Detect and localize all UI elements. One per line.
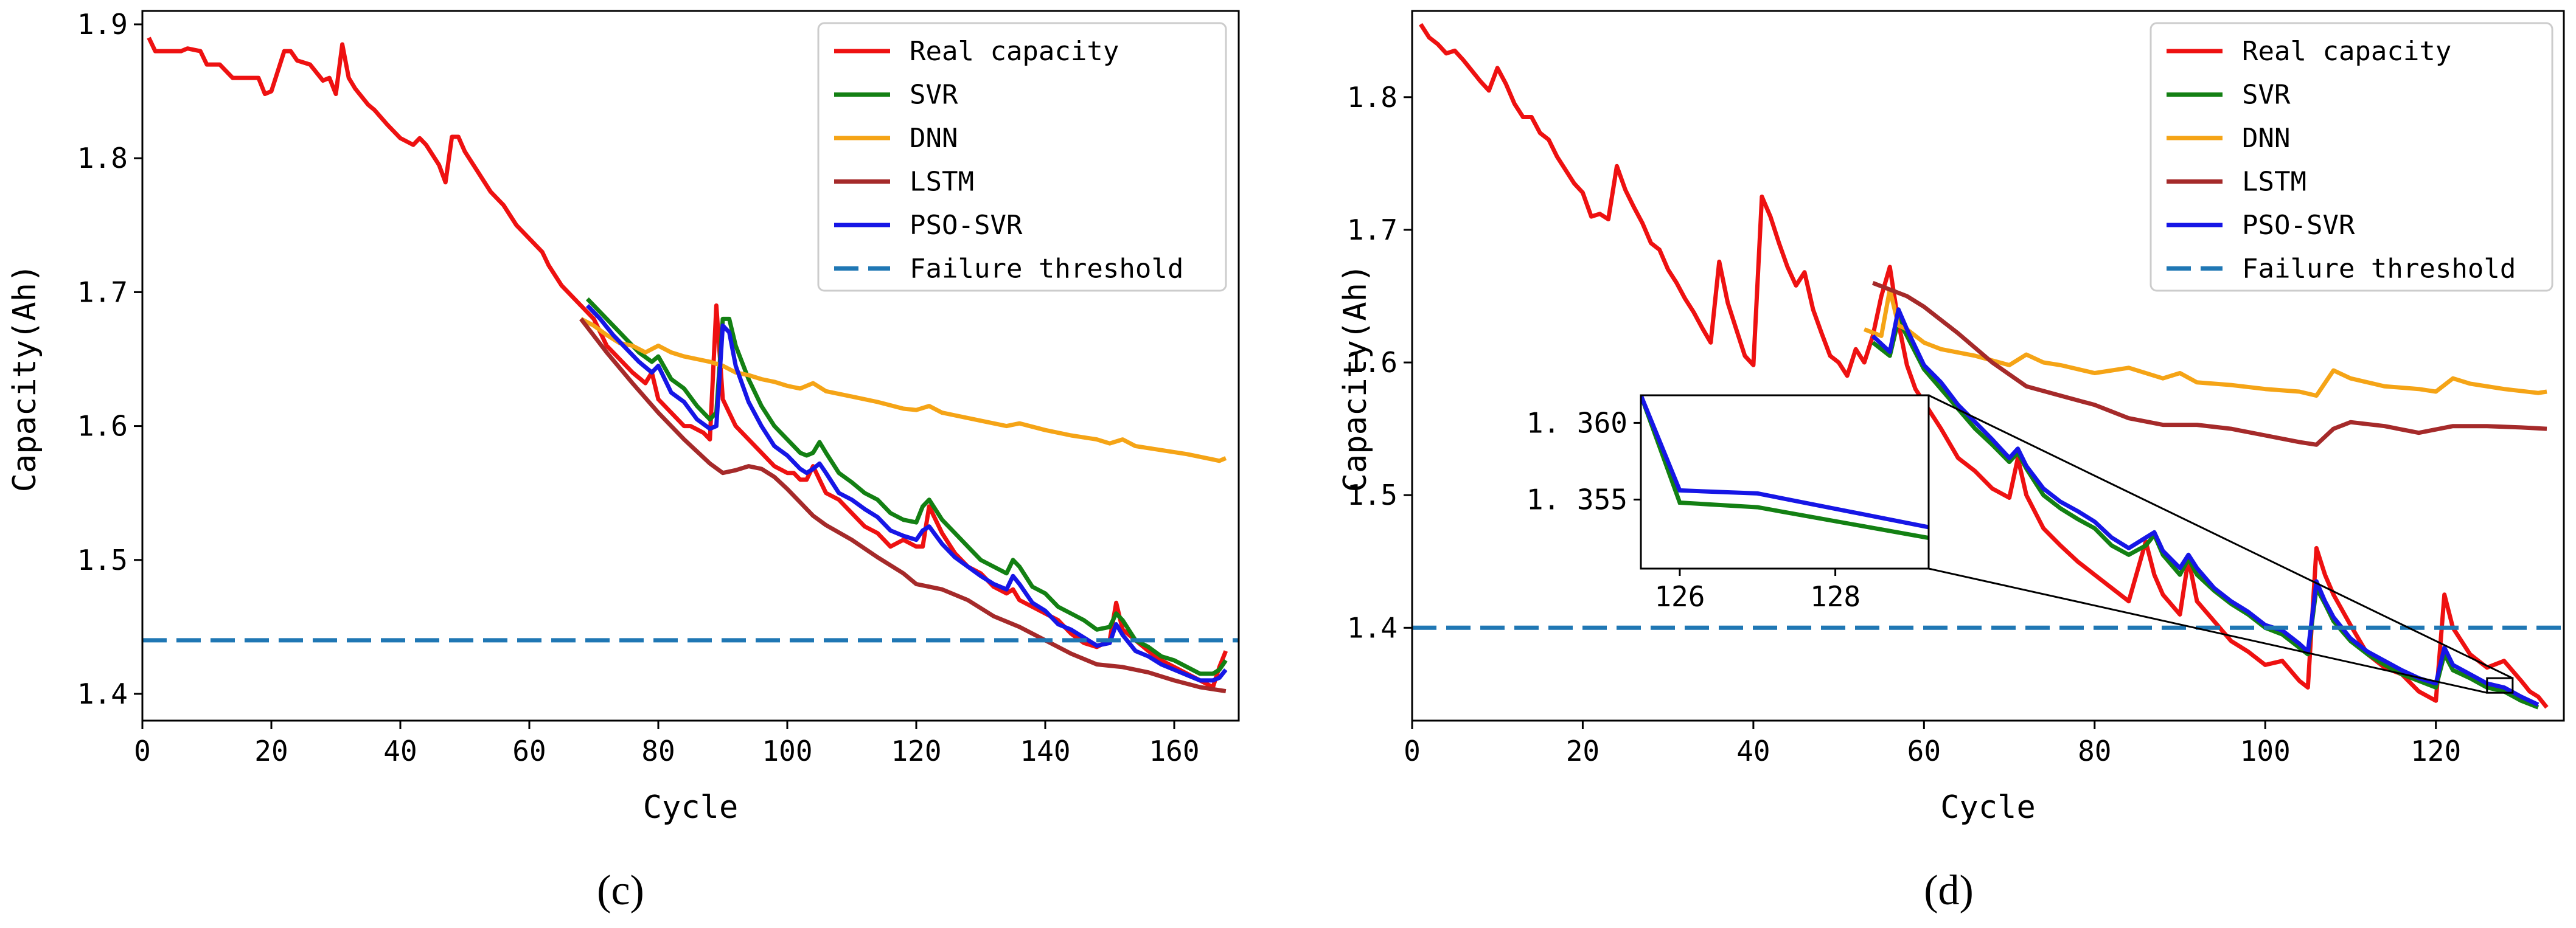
x-tick-label: 0 xyxy=(1404,735,1421,767)
panel-label: (c) xyxy=(597,867,644,914)
x-tick-label: 40 xyxy=(1736,735,1770,767)
y-tick-label: 1.4 xyxy=(77,677,128,710)
chart-panel-d: 0 20 40 60 80 100 120 1.4 1.5 1.6 1.7 1.8 Cycle Capac… xyxy=(1337,10,2565,914)
inset-y-tick-label: 1. 355 xyxy=(1526,483,1627,516)
inset-x-tick-label: 128 xyxy=(1810,580,1861,613)
series-line-dnn xyxy=(580,317,1227,463)
legend: Real capacity SVR DNN LSTM PSO-SVR Failure th… xyxy=(817,22,1227,292)
plot-area xyxy=(1412,23,2564,710)
legend-label-failure-threshold: Failure threshold xyxy=(2242,254,2516,285)
y-tick-label: 1.7 xyxy=(1347,213,1398,246)
legend-label-pso-svr: PSO-SVR xyxy=(910,210,1023,241)
x-tick-label: 20 xyxy=(254,735,288,767)
series-line-real-capacity xyxy=(147,36,1228,690)
x-tick-label: 100 xyxy=(2240,735,2291,767)
series-line-pso-svr xyxy=(1871,307,2539,707)
inset-frame xyxy=(1640,394,1930,570)
x-tick-label: 120 xyxy=(2411,735,2461,767)
series-line-lstm xyxy=(1871,280,2547,447)
series-line-real-capacity xyxy=(1419,23,2549,709)
series-line-svr xyxy=(1871,317,2539,710)
chart-panel-c: 0 20 40 60 80 100 120 140 160 1.4 1.5 1.6 1.7 1.8 1.9 C… xyxy=(7,8,1240,914)
panel-label: (d) xyxy=(1924,867,1974,914)
series-line-dnn xyxy=(1863,287,2547,398)
x-axis-label: Cycle xyxy=(643,789,739,826)
y-tick-label: 1.8 xyxy=(1347,81,1398,114)
inset-series-line-pso-svr xyxy=(1641,395,1929,530)
zoom-indicator-box xyxy=(2486,677,2514,694)
series-line-svr xyxy=(585,297,1228,676)
x-tick-label: 0 xyxy=(134,735,151,767)
y-tick-label: 1.8 xyxy=(77,142,128,175)
inset-background xyxy=(1641,395,1929,569)
legend-label-dnn: DNN xyxy=(910,123,958,154)
legend-label-svr: SVR xyxy=(910,80,958,111)
legend-label-lstm: LSTM xyxy=(2242,167,2306,198)
x-tick-label: 80 xyxy=(641,735,675,767)
x-tick-label: 60 xyxy=(512,735,546,767)
x-tick-label: 20 xyxy=(1566,735,1600,767)
axes-frame xyxy=(1411,10,2565,722)
x-tick-label: 40 xyxy=(383,735,417,767)
series-line-pso-svr xyxy=(585,303,1228,683)
legend-label-lstm: LSTM xyxy=(910,167,974,198)
x-tick-label: 140 xyxy=(1020,735,1070,767)
series-line-lstm xyxy=(579,317,1227,694)
y-tick-label: 1.5 xyxy=(77,544,128,577)
legend-label-svr: SVR xyxy=(2242,80,2291,111)
legend-label-pso-svr: PSO-SVR xyxy=(2242,210,2355,241)
y-axis-label: Capacity(Ah) xyxy=(7,264,43,493)
y-tick-label: 1.5 xyxy=(1347,479,1398,511)
zoom-connector-line xyxy=(1928,394,2513,679)
x-axis-label: Cycle xyxy=(1940,789,2036,826)
x-tick-label: 60 xyxy=(1907,735,1941,767)
x-tick-label: 80 xyxy=(2078,735,2111,767)
y-tick-label: 1.6 xyxy=(1347,346,1398,379)
plot-area xyxy=(142,36,1239,694)
inset-axes: 126 128 1. 355 1. 360 xyxy=(1526,394,1930,613)
inset-x-tick-label: 126 xyxy=(1654,580,1705,613)
legend-label-failure-threshold: Failure threshold xyxy=(910,254,1183,285)
legend-label-real-capacity: Real capacity xyxy=(2242,36,2451,67)
inset-y-tick-label: 1. 360 xyxy=(1526,406,1627,439)
x-tick-label: 160 xyxy=(1149,735,1199,767)
x-tick-label: 100 xyxy=(762,735,812,767)
y-tick-label: 1.6 xyxy=(77,410,128,443)
axes-frame xyxy=(141,10,1240,722)
legend-box xyxy=(2150,22,2553,292)
legend-label-real-capacity: Real capacity xyxy=(910,36,1119,67)
inset-series-line-svr xyxy=(1641,395,1929,541)
inset-plot-area xyxy=(1641,395,1929,541)
y-tick-label: 1.7 xyxy=(77,275,128,308)
y-axis-label: Capacity(Ah) xyxy=(1337,264,1374,493)
y-tick-label: 1.9 xyxy=(77,8,128,41)
x-tick-label: 120 xyxy=(891,735,941,767)
legend: Real capacity SVR DNN LSTM PSO-SVR Failure th… xyxy=(2150,22,2553,292)
y-tick-label: 1.4 xyxy=(1347,611,1398,644)
legend-label-dnn: DNN xyxy=(2242,123,2290,154)
legend-box xyxy=(817,22,1227,292)
zoom-connector-line xyxy=(1928,567,2488,694)
